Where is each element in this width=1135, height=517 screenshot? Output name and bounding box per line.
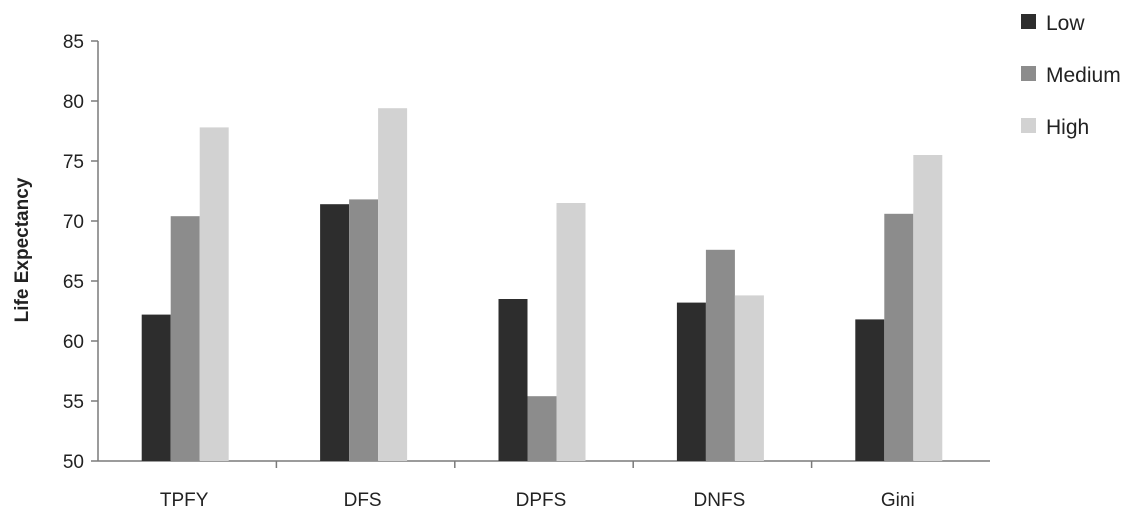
y-tick-label: 75 xyxy=(63,152,84,173)
legend-label-high: High xyxy=(1046,116,1089,139)
bar-low-dfs xyxy=(320,204,350,461)
x-category-label: TPFY xyxy=(160,490,209,511)
bar-high-dpfs xyxy=(556,203,586,461)
y-tick-label: 65 xyxy=(63,272,84,293)
bar-high-gini xyxy=(913,155,943,461)
legend-swatch-medium xyxy=(1021,66,1036,81)
y-tick-label: 60 xyxy=(63,332,84,353)
bar-medium-dnfs xyxy=(705,249,735,461)
y-tick-label: 85 xyxy=(63,32,84,53)
legend-swatch-high xyxy=(1021,118,1036,133)
y-tick-label: 80 xyxy=(63,92,84,113)
y-axis-title: Life Expectancy xyxy=(12,177,33,322)
bar-medium-tpfy xyxy=(170,216,200,461)
bar-low-dpfs xyxy=(498,299,528,461)
y-tick-label: 55 xyxy=(63,392,84,413)
x-category-label: Gini xyxy=(881,490,915,511)
x-category-label: DNFS xyxy=(694,490,746,511)
x-category-label: DPFS xyxy=(516,490,567,511)
y-tick-label: 50 xyxy=(63,452,84,473)
tick-labels: 50 55 60 65 70 75 80 85 TPFY DFS DPFS DNFS Gini xyxy=(63,32,915,511)
bar-high-dnfs xyxy=(734,295,764,461)
bar-medium-dpfs xyxy=(527,396,557,461)
bar-high-tpfy xyxy=(199,127,229,462)
legend: Low Medium High xyxy=(1021,12,1121,139)
bar-medium-dfs xyxy=(349,199,379,461)
legend-label-low: Low xyxy=(1046,12,1085,35)
legend-swatch-low xyxy=(1021,14,1036,29)
bar-high-dfs xyxy=(378,108,408,461)
y-tick-label: 70 xyxy=(63,212,84,233)
legend-label-medium: Medium xyxy=(1046,64,1121,87)
bars xyxy=(141,108,943,462)
x-category-label: DFS xyxy=(344,490,382,511)
bar-low-dnfs xyxy=(676,302,706,461)
bar-medium-gini xyxy=(884,213,914,461)
bar-low-tpfy xyxy=(141,314,171,461)
bar-low-gini xyxy=(855,319,885,461)
